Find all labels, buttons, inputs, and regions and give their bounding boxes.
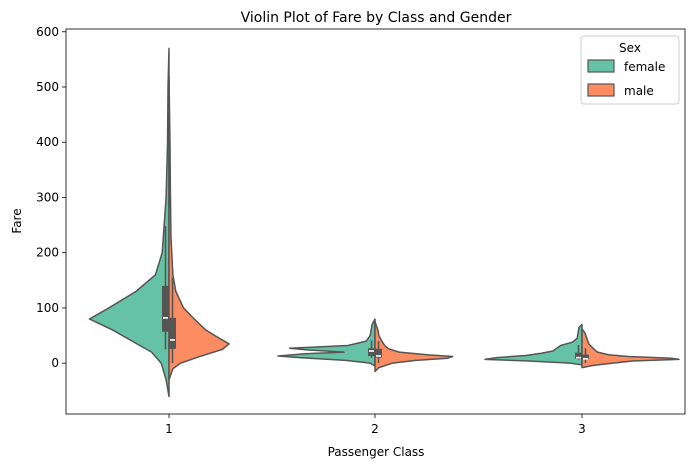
legend: Sex female male bbox=[580, 35, 680, 105]
iqr-box-male-class-2 bbox=[375, 348, 382, 358]
iqr-box-female-class-1 bbox=[162, 285, 169, 332]
x-tick-label: 3 bbox=[578, 422, 586, 436]
violins-layer bbox=[88, 47, 680, 398]
y-tick-label: 500 bbox=[36, 80, 59, 94]
legend-label-male: male bbox=[624, 84, 654, 98]
legend-swatch-female bbox=[587, 59, 615, 73]
iqr-box-male-class-1 bbox=[169, 317, 176, 349]
y-tick-label: 0 bbox=[51, 356, 59, 370]
legend-label-female: female bbox=[624, 60, 665, 74]
y-tick-label: 300 bbox=[36, 190, 59, 204]
iqr-box-female-class-2 bbox=[368, 348, 375, 357]
y-tick-label: 400 bbox=[36, 135, 59, 149]
x-axis-label: Passenger Class bbox=[328, 445, 425, 459]
iqr-box-female-class-3 bbox=[575, 352, 582, 359]
y-tick-label: 200 bbox=[36, 246, 59, 260]
violin-half-female-class-2 bbox=[277, 318, 376, 367]
y-axis-ticks: 0 100 200 300 400 500 600 bbox=[36, 25, 66, 370]
x-tick-label: 1 bbox=[165, 422, 173, 436]
plot-area-frame bbox=[65, 28, 686, 415]
violin-half-female-class-1 bbox=[88, 47, 170, 398]
y-tick-label: 100 bbox=[36, 301, 59, 315]
violin-half-male-class-1 bbox=[168, 75, 230, 381]
y-axis-label: Fare bbox=[10, 208, 24, 233]
x-axis-ticks: 1 2 3 bbox=[165, 414, 586, 436]
chart-title: Violin Plot of Fare by Class and Gender bbox=[241, 10, 512, 26]
y-tick-label: 600 bbox=[36, 25, 59, 39]
violin-half-female-class-3 bbox=[484, 323, 583, 366]
legend-swatch-male bbox=[587, 83, 615, 97]
violin-half-male-class-3 bbox=[581, 328, 680, 369]
legend-title: Sex bbox=[619, 41, 641, 55]
x-tick-label: 2 bbox=[371, 422, 379, 436]
iqr-box-male-class-3 bbox=[582, 354, 589, 359]
violin-half-male-class-2 bbox=[374, 321, 454, 373]
